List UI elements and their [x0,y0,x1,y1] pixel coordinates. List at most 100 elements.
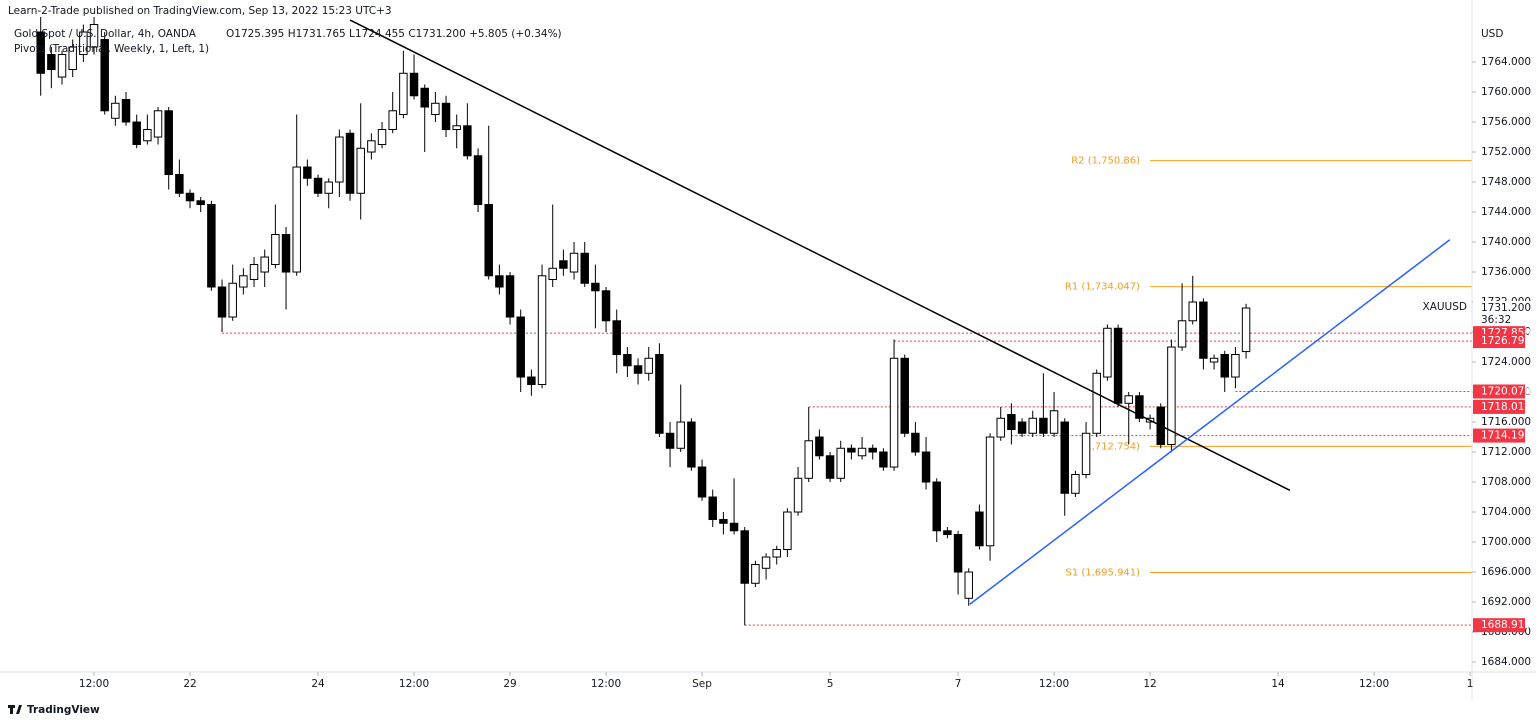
candle-body [815,436,824,457]
candle-body [804,440,813,479]
y-tick-label: 1684.000 [1481,656,1531,668]
candle-body [1028,417,1037,434]
candle-body [1007,414,1016,431]
y-tick-label: 1724.000 [1481,356,1531,368]
y-tick-label: 1716.000 [1481,416,1531,428]
candle-body [1071,474,1080,494]
x-tick-label: 5 [827,678,834,690]
candle-body [260,256,269,273]
y-tick-label: 1700.000 [1481,536,1531,548]
candle-body [1103,327,1112,378]
candle-body [207,204,216,288]
x-tick-label: 12:00 [79,678,109,690]
candle-body [772,549,781,558]
candle-body [1060,421,1069,494]
candle-body [420,87,429,108]
y-tick-label: 1692.000 [1481,596,1531,608]
y-tick-label: 1696.000 [1481,566,1531,578]
candle-body [985,436,995,547]
candle-body [729,522,739,532]
candle-body [228,282,237,318]
candle-body [388,110,397,131]
candle-body [633,365,643,374]
candle-body [1081,432,1091,476]
candle-body [345,132,355,194]
candle-body [409,72,419,97]
candle-body [1092,372,1101,434]
candle-body [484,204,493,277]
x-tick-label: 29 [503,678,516,690]
footer-logo: TradingView [27,704,100,716]
y-tick-label: 1704.000 [1481,506,1531,518]
candle-body [793,477,803,513]
candle-body [239,275,248,288]
candle-body [89,24,99,48]
candle-body [996,417,1005,438]
candle-body [975,511,984,547]
candle-body [303,166,312,179]
candle-body [719,519,728,524]
candle-body [1135,395,1144,419]
plot: R2 (1,750.86) R1 (1,734.047) (1,712.754) S1… [36,17,1472,626]
pivot-label: S1 (1,695.941) [1065,567,1140,578]
candle-body [185,192,195,202]
level-tag [1473,384,1525,399]
candle-body [676,421,685,449]
candle-body [655,354,664,434]
candle-body [932,481,941,532]
candle-body [1209,357,1219,363]
candle-body [452,125,461,131]
logo [8,705,22,714]
candle-body [687,421,696,468]
ohlc-legend: O1725.395 H1731.765 L1724.455 C1731.200 … [226,28,562,40]
candle-body [697,466,707,498]
trendline [969,239,1451,605]
level-tag [1473,399,1525,414]
candle-body [68,46,77,71]
y-tick-label: 1756.000 [1481,116,1531,128]
candle-body [153,110,163,138]
candle-body [644,357,653,374]
candle-body [569,252,579,273]
candle-body [175,174,184,194]
candle-body [431,102,440,116]
candle-body [847,447,856,453]
trendline [349,19,1291,491]
candle-body [249,264,259,281]
candle-body [943,530,952,536]
y-tick-label: 1764.000 [1481,56,1531,68]
candle-body [612,320,621,356]
x-tick-label: 1 [1467,678,1474,690]
level-tag-label: 1720.070 [1481,386,1531,398]
y-tick-label: 1752.000 [1481,146,1531,158]
candle-body [751,564,760,584]
candle-body [911,432,920,453]
x-tick-label: 22 [183,678,196,690]
x-tick-label: 12 [1143,678,1156,690]
candle-body [537,275,547,386]
level-tag-label: 1714.195 [1481,430,1531,442]
candle-body [121,99,131,123]
candle-body [708,496,717,521]
axes: 1684.0001688.0001692.0001696.0001700.000… [79,56,1536,690]
candle-body [271,234,280,266]
candle-body [665,432,675,449]
candle-body [292,166,301,273]
candle-body [1177,320,1187,348]
x-tick-label: 24 [311,678,325,690]
level-tag-label: 1688.915 [1481,619,1531,631]
candle-body [495,275,504,288]
candle-body [1049,410,1059,434]
candle-body [825,455,835,479]
y-tick-label: 1744.000 [1481,206,1531,218]
symbol: Gold Spot / U.S. Dollar, 4h, OANDA [14,28,197,40]
candle-body [1167,346,1176,446]
x-tick-label: 12:00 [591,678,621,690]
level-tag [1473,428,1525,443]
candle-body [473,155,483,206]
candle-body [367,140,376,153]
candle-body [1124,395,1133,404]
candle-body [111,102,120,119]
